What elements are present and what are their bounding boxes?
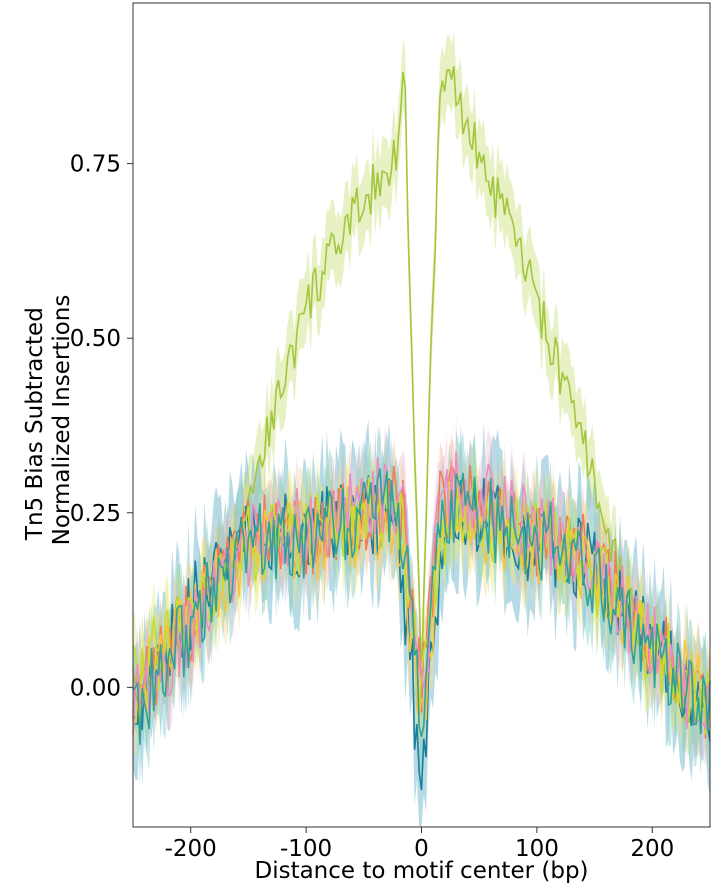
series-band-1 (133, 31, 710, 760)
y-axis-label-line-1: Tn5 Bias Subtracted (22, 307, 48, 541)
y-tick-label: 0.00 (70, 675, 121, 701)
x-axis-label: Distance to motif center (bp) (254, 858, 588, 884)
y-tick-label: 0.25 (70, 501, 121, 527)
x-tick-label: 200 (630, 836, 674, 862)
series-line-7 (132, 468, 711, 745)
y-axis-label: Tn5 Bias Subtracted Normalized Insertion… (22, 295, 75, 546)
y-tick-label: 0.75 (70, 152, 121, 178)
series-line-6 (132, 451, 711, 735)
x-axis-ticks: -200 -100 0 100 200 (165, 827, 674, 862)
y-axis-label-line-2: Normalized Insertions (49, 295, 75, 546)
x-tick-label: 100 (515, 836, 559, 862)
x-tick-label: 0 (414, 836, 429, 862)
y-tick-label: 0.50 (70, 326, 121, 352)
series-lines (132, 66, 711, 791)
x-tick-label: -200 (165, 836, 217, 862)
x-tick-label: -100 (280, 836, 332, 862)
y-axis-ticks: 0.00 0.25 0.50 0.75 (70, 152, 133, 701)
